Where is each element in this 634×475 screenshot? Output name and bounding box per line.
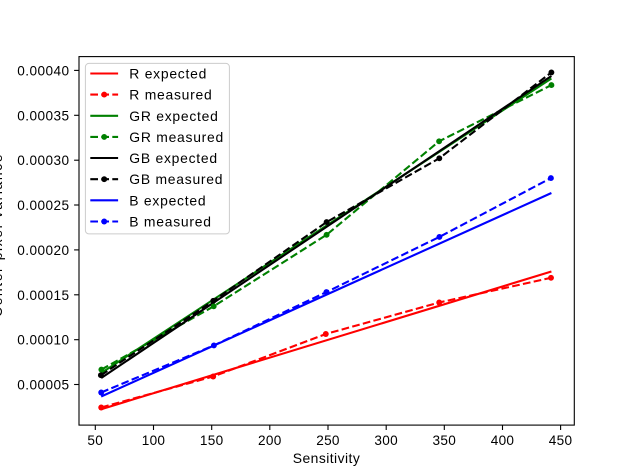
svg-text:GB measured: GB measured	[129, 171, 223, 187]
svg-text:350: 350	[433, 433, 457, 448]
svg-text:GB expected: GB expected	[129, 150, 218, 166]
svg-text:0.00040: 0.00040	[17, 63, 69, 78]
svg-text:200: 200	[258, 433, 282, 448]
svg-text:Center pixel variance: Center pixel variance	[0, 153, 5, 317]
svg-text:0.00030: 0.00030	[17, 153, 69, 168]
svg-text:B measured: B measured	[129, 214, 211, 230]
svg-text:R expected: R expected	[129, 66, 207, 82]
svg-text:0.00035: 0.00035	[17, 108, 69, 123]
svg-text:150: 150	[200, 433, 224, 448]
svg-text:50: 50	[87, 433, 103, 448]
svg-text:GR measured: GR measured	[129, 129, 224, 145]
svg-text:GR expected: GR expected	[129, 108, 218, 124]
svg-text:Sensitivity: Sensitivity	[293, 450, 360, 466]
svg-text:100: 100	[142, 433, 166, 448]
svg-text:0.00010: 0.00010	[17, 333, 69, 348]
svg-text:0.00020: 0.00020	[17, 243, 69, 258]
svg-text:450: 450	[549, 433, 573, 448]
svg-text:R measured: R measured	[129, 87, 212, 103]
svg-text:0.00025: 0.00025	[17, 198, 69, 213]
svg-text:0.00005: 0.00005	[17, 378, 69, 393]
svg-text:B expected: B expected	[129, 192, 206, 208]
svg-text:0.00015: 0.00015	[17, 288, 69, 303]
svg-text:300: 300	[374, 433, 398, 448]
svg-text:400: 400	[491, 433, 515, 448]
svg-text:250: 250	[316, 433, 340, 448]
